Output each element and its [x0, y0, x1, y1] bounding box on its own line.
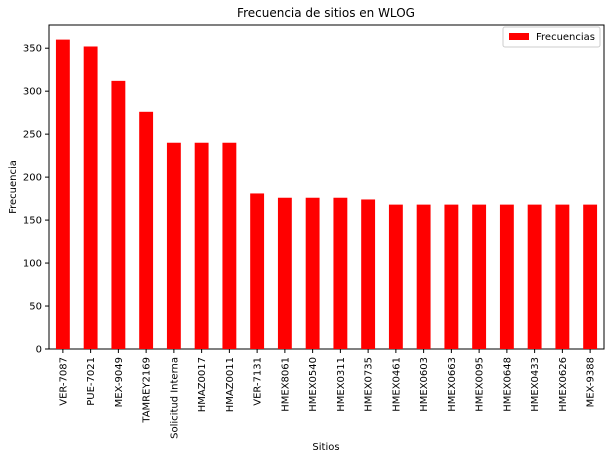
y-tick-label: 100 — [23, 259, 42, 270]
y-axis-ticks: 0 50 100 150 200 250 300 350 — [23, 44, 49, 356]
x-tick-label: Solicitud Interna — [169, 357, 180, 439]
x-tick-label: PUE-7021 — [86, 357, 97, 406]
bar — [305, 197, 320, 349]
y-tick-label: 350 — [23, 44, 42, 55]
bar — [472, 204, 487, 349]
x-tick-label: HMEX0626 — [558, 357, 569, 412]
bar — [333, 197, 348, 349]
bar — [139, 111, 154, 349]
x-tick-label: VER-7087 — [58, 357, 69, 406]
x-tick-label: HMAZ0011 — [225, 357, 236, 412]
bar — [416, 204, 431, 349]
x-tick-label: MEX-9049 — [114, 357, 125, 407]
x-tick-label: HMEX8061 — [280, 357, 291, 412]
y-tick-label: 300 — [23, 87, 42, 98]
bar — [250, 193, 265, 349]
chart-title: Frecuencia de sitios en WLOG — [237, 6, 415, 20]
y-tick-label: 50 — [29, 302, 42, 313]
bar — [444, 204, 459, 349]
bar — [55, 39, 70, 350]
bars — [55, 39, 598, 350]
x-tick-label: HMAZ0017 — [197, 357, 208, 412]
x-tick-label: HMEX0603 — [419, 357, 430, 412]
x-tick-label: MEX-9388 — [586, 357, 597, 407]
legend-label: Frecuencias — [536, 32, 595, 43]
bar — [583, 204, 598, 349]
x-tick-label: HMEX0461 — [391, 357, 402, 412]
bar — [222, 142, 237, 349]
plot-frame — [48, 24, 605, 350]
bar — [166, 142, 181, 349]
bar — [277, 197, 292, 349]
x-tick-label: TAMREY2169 — [142, 357, 153, 424]
legend-box — [502, 26, 601, 48]
bar — [83, 46, 98, 350]
bar — [388, 204, 403, 349]
plot-area — [48, 24, 605, 350]
bar — [555, 204, 570, 349]
x-tick-label: HMEX0663 — [447, 357, 458, 412]
legend: Frecuencias — [502, 26, 601, 48]
x-tick-label: HMEX0311 — [336, 357, 347, 412]
legend-swatch — [509, 33, 529, 40]
y-tick-label: 200 — [23, 173, 42, 184]
bar — [194, 142, 209, 349]
x-tick-label: HMEX0540 — [308, 357, 319, 412]
x-tick-label: HMEX0648 — [502, 357, 513, 412]
bar — [527, 204, 542, 349]
bar — [499, 204, 514, 349]
x-tick-label: HMEX0095 — [475, 357, 486, 412]
y-tick-label: 150 — [23, 216, 42, 227]
y-tick-label: 0 — [36, 345, 42, 356]
x-axis-ticks: VER-7087 PUE-7021 MEX-9049 TAMREY2169 Solici… — [58, 349, 597, 439]
x-tick-label: VER-7131 — [253, 357, 264, 406]
y-tick-label: 250 — [23, 130, 42, 141]
y-axis-title: Frecuencia — [8, 160, 19, 214]
x-axis-title: Sitios — [312, 442, 339, 453]
x-tick-label: HMEX0433 — [530, 357, 541, 412]
bar — [111, 80, 126, 350]
bar — [361, 199, 376, 349]
x-tick-label: HMEX0735 — [364, 357, 375, 412]
